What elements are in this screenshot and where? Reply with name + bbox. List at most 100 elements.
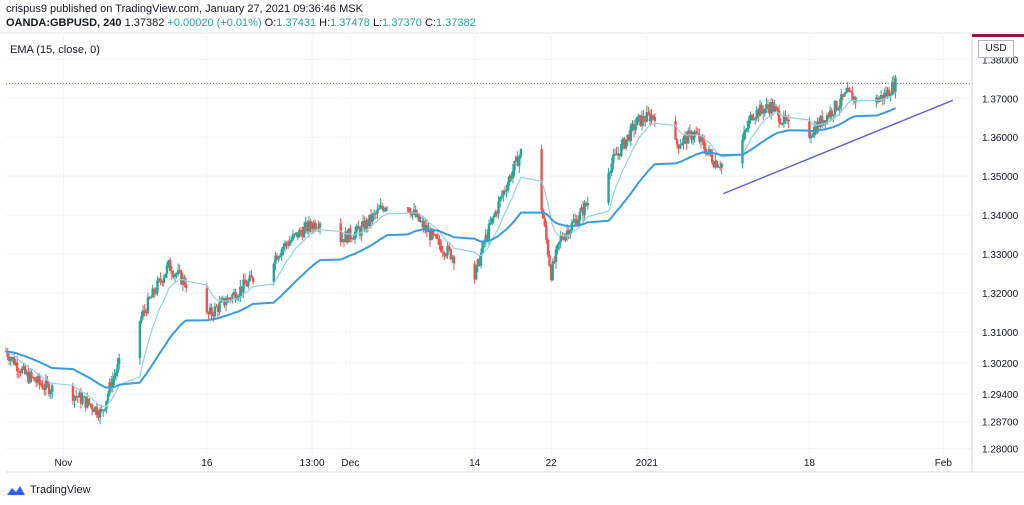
- price-scale: 1.28000 1.28700 1.29400 1.30200 1.31000 1.320…: [982, 55, 1019, 455]
- candle-body: [773, 106, 776, 112]
- candle-body: [377, 208, 381, 210]
- candle-body: [278, 255, 282, 257]
- candle-body: [757, 109, 760, 117]
- candle-body: [687, 130, 690, 144]
- trendline[interactable]: [723, 99, 954, 195]
- candle-body: [299, 230, 303, 232]
- symbol[interactable]: OANDA:GBPUSD, 240: [6, 17, 122, 29]
- candle-body: [175, 273, 178, 275]
- candle-body: [503, 190, 507, 192]
- candle-body: [176, 270, 180, 274]
- candle-body: [28, 372, 32, 383]
- y-tick-label: 1.31000: [982, 328, 1019, 339]
- candle-body: [892, 82, 896, 92]
- candle-body: [366, 220, 370, 226]
- candle-body: [94, 406, 97, 413]
- branding[interactable]: TradingView: [6, 484, 91, 496]
- candle-body: [546, 239, 550, 256]
- indicator-label[interactable]: EMA (15, close, 0): [10, 44, 100, 56]
- currency-label[interactable]: USD: [978, 40, 1014, 58]
- candle-body: [164, 273, 167, 278]
- candle-body: [95, 406, 99, 416]
- candle-body: [385, 207, 389, 209]
- candle-body: [710, 154, 714, 163]
- candle-body: [363, 221, 366, 231]
- candle-body: [156, 280, 159, 293]
- candle-body: [274, 255, 277, 264]
- candle-body: [90, 405, 94, 410]
- candle-body: [237, 295, 240, 299]
- candle-body: [428, 229, 432, 241]
- candle-body: [350, 238, 354, 240]
- candle-body: [98, 409, 102, 418]
- candle-body: [92, 409, 95, 413]
- candle-body: [851, 92, 854, 102]
- candle-body: [11, 356, 14, 359]
- candle-body: [210, 307, 213, 315]
- candle-body: [309, 221, 312, 227]
- candle-body: [750, 114, 754, 120]
- candle-body: [841, 94, 845, 97]
- candle-body: [452, 256, 456, 264]
- candle-body: [31, 377, 35, 379]
- candle-body: [317, 227, 320, 229]
- candle-body: [290, 239, 293, 242]
- candle-body: [213, 306, 217, 317]
- candle-body: [742, 132, 746, 140]
- candle-body: [168, 260, 172, 272]
- candle-body: [632, 123, 636, 131]
- candle-body: [720, 163, 723, 168]
- candle-body: [763, 108, 766, 114]
- candle-body: [114, 372, 118, 376]
- y-tick-label: 1.35000: [982, 172, 1019, 183]
- x-tick-label: 16: [201, 458, 213, 469]
- candle-body: [286, 244, 290, 246]
- last-price: 1.37382: [124, 17, 165, 29]
- candle-body: [294, 232, 298, 235]
- candle-body: [702, 141, 706, 149]
- candle-body: [573, 219, 577, 221]
- candle-body: [76, 396, 79, 398]
- candle-body: [412, 209, 416, 213]
- candle-body: [44, 380, 48, 390]
- candle-body: [352, 238, 355, 240]
- candle-body: [275, 255, 279, 260]
- candle-body: [691, 137, 695, 141]
- candle-body: [889, 95, 892, 97]
- candle-body: [374, 213, 378, 215]
- candle-body: [39, 383, 43, 386]
- candle-body: [613, 153, 617, 155]
- candle-body: [438, 238, 441, 246]
- y-tick-label: 1.29400: [982, 390, 1019, 401]
- candle-body: [820, 116, 824, 126]
- candle-body: [184, 284, 188, 289]
- candle-body: [146, 297, 150, 314]
- candle-body: [487, 223, 491, 240]
- candle-body: [357, 225, 360, 230]
- candle-body: [556, 244, 559, 250]
- candle-body: [301, 231, 304, 238]
- candle-body: [884, 92, 888, 97]
- candle-body: [891, 82, 894, 96]
- candle-body: [384, 208, 387, 212]
- candle-body: [626, 134, 629, 140]
- candle-body: [879, 95, 883, 99]
- candle-body: [717, 166, 720, 168]
- candle-body: [178, 270, 181, 272]
- candle-body: [242, 279, 245, 293]
- candle-body: [755, 109, 759, 118]
- candle-body: [505, 190, 508, 192]
- candle-body: [417, 213, 421, 222]
- candle-body: [369, 214, 373, 222]
- candle-body: [159, 278, 162, 282]
- candle-body: [355, 225, 358, 232]
- candle-body: [432, 229, 435, 235]
- candle-body: [436, 238, 440, 240]
- candle-body: [854, 97, 857, 103]
- candle-body: [151, 288, 154, 298]
- candle-body: [232, 292, 236, 295]
- candle-body: [752, 119, 755, 121]
- candle-body: [685, 134, 688, 144]
- candle-body: [559, 235, 562, 242]
